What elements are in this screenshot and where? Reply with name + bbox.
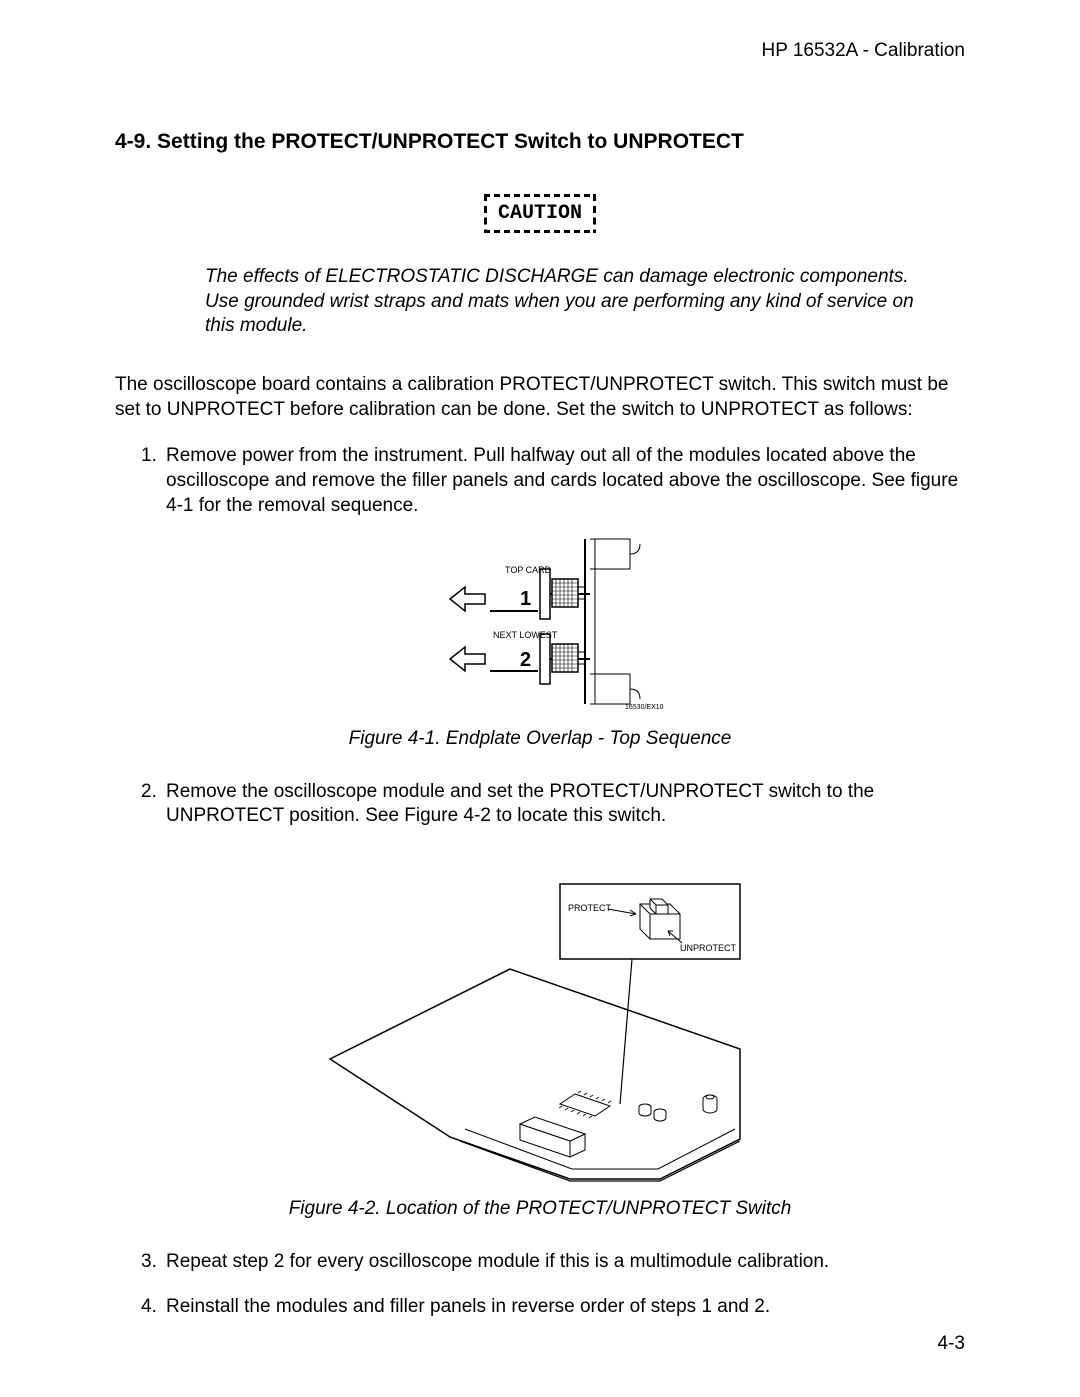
fig2-unprotect-label: UNPROTECT — [680, 943, 737, 953]
step-2: 2. Remove the oscilloscope module and se… — [141, 780, 965, 829]
caution-text: The effects of ELECTROSTATIC DISCHARGE c… — [205, 265, 945, 339]
figure-2-svg: PROTECT UNPROTECT — [310, 869, 770, 1189]
step-4-text: Reinstall the modules and filler panels … — [166, 1295, 965, 1320]
fig1-label-next: NEXT LOWEST — [493, 630, 558, 640]
step-1-text: Remove power from the instrument. Pull h… — [166, 444, 965, 518]
figure-2-caption: Figure 4-2. Location of the PROTECT/UNPR… — [115, 1198, 965, 1220]
header-doc-id: HP 16532A - Calibration — [115, 40, 965, 62]
step-2-num: 2. — [141, 780, 166, 829]
figure-1-svg: TOP CARD 1 NEXT LOWEST 2 16530/EX10 — [390, 529, 690, 719]
step-1: 1. Remove power from the instrument. Pul… — [141, 444, 965, 518]
figure-1-caption: Figure 4-1. Endplate Overlap - Top Seque… — [115, 728, 965, 750]
step-2-text: Remove the oscilloscope module and set t… — [166, 780, 965, 829]
step-4-num: 4. — [141, 1295, 166, 1320]
fig1-label-top: TOP CARD — [505, 565, 552, 575]
step-3-text: Repeat step 2 for every oscilloscope mod… — [166, 1250, 965, 1275]
step-3-num: 3. — [141, 1250, 166, 1275]
figure-1: TOP CARD 1 NEXT LOWEST 2 16530/EX10 — [115, 529, 965, 724]
fig2-protect-label: PROTECT — [568, 903, 612, 913]
intro-text: The oscilloscope board contains a calibr… — [115, 373, 965, 422]
fig1-num-2: 2 — [520, 649, 531, 671]
caution-box: CAUTION — [484, 194, 596, 233]
figure-2: PROTECT UNPROTECT — [115, 869, 965, 1194]
step-1-num: 1. — [141, 444, 166, 518]
step-3: 3. Repeat step 2 for every oscilloscope … — [141, 1250, 965, 1275]
caution-label: CAUTION — [498, 202, 582, 225]
fig1-num-1: 1 — [520, 588, 531, 610]
step-4: 4. Reinstall the modules and filler pane… — [141, 1295, 965, 1320]
section-title: 4-9. Setting the PROTECT/UNPROTECT Switc… — [115, 130, 965, 154]
fig1-ref: 16530/EX10 — [625, 704, 664, 711]
page-number: 4-3 — [938, 1333, 965, 1355]
